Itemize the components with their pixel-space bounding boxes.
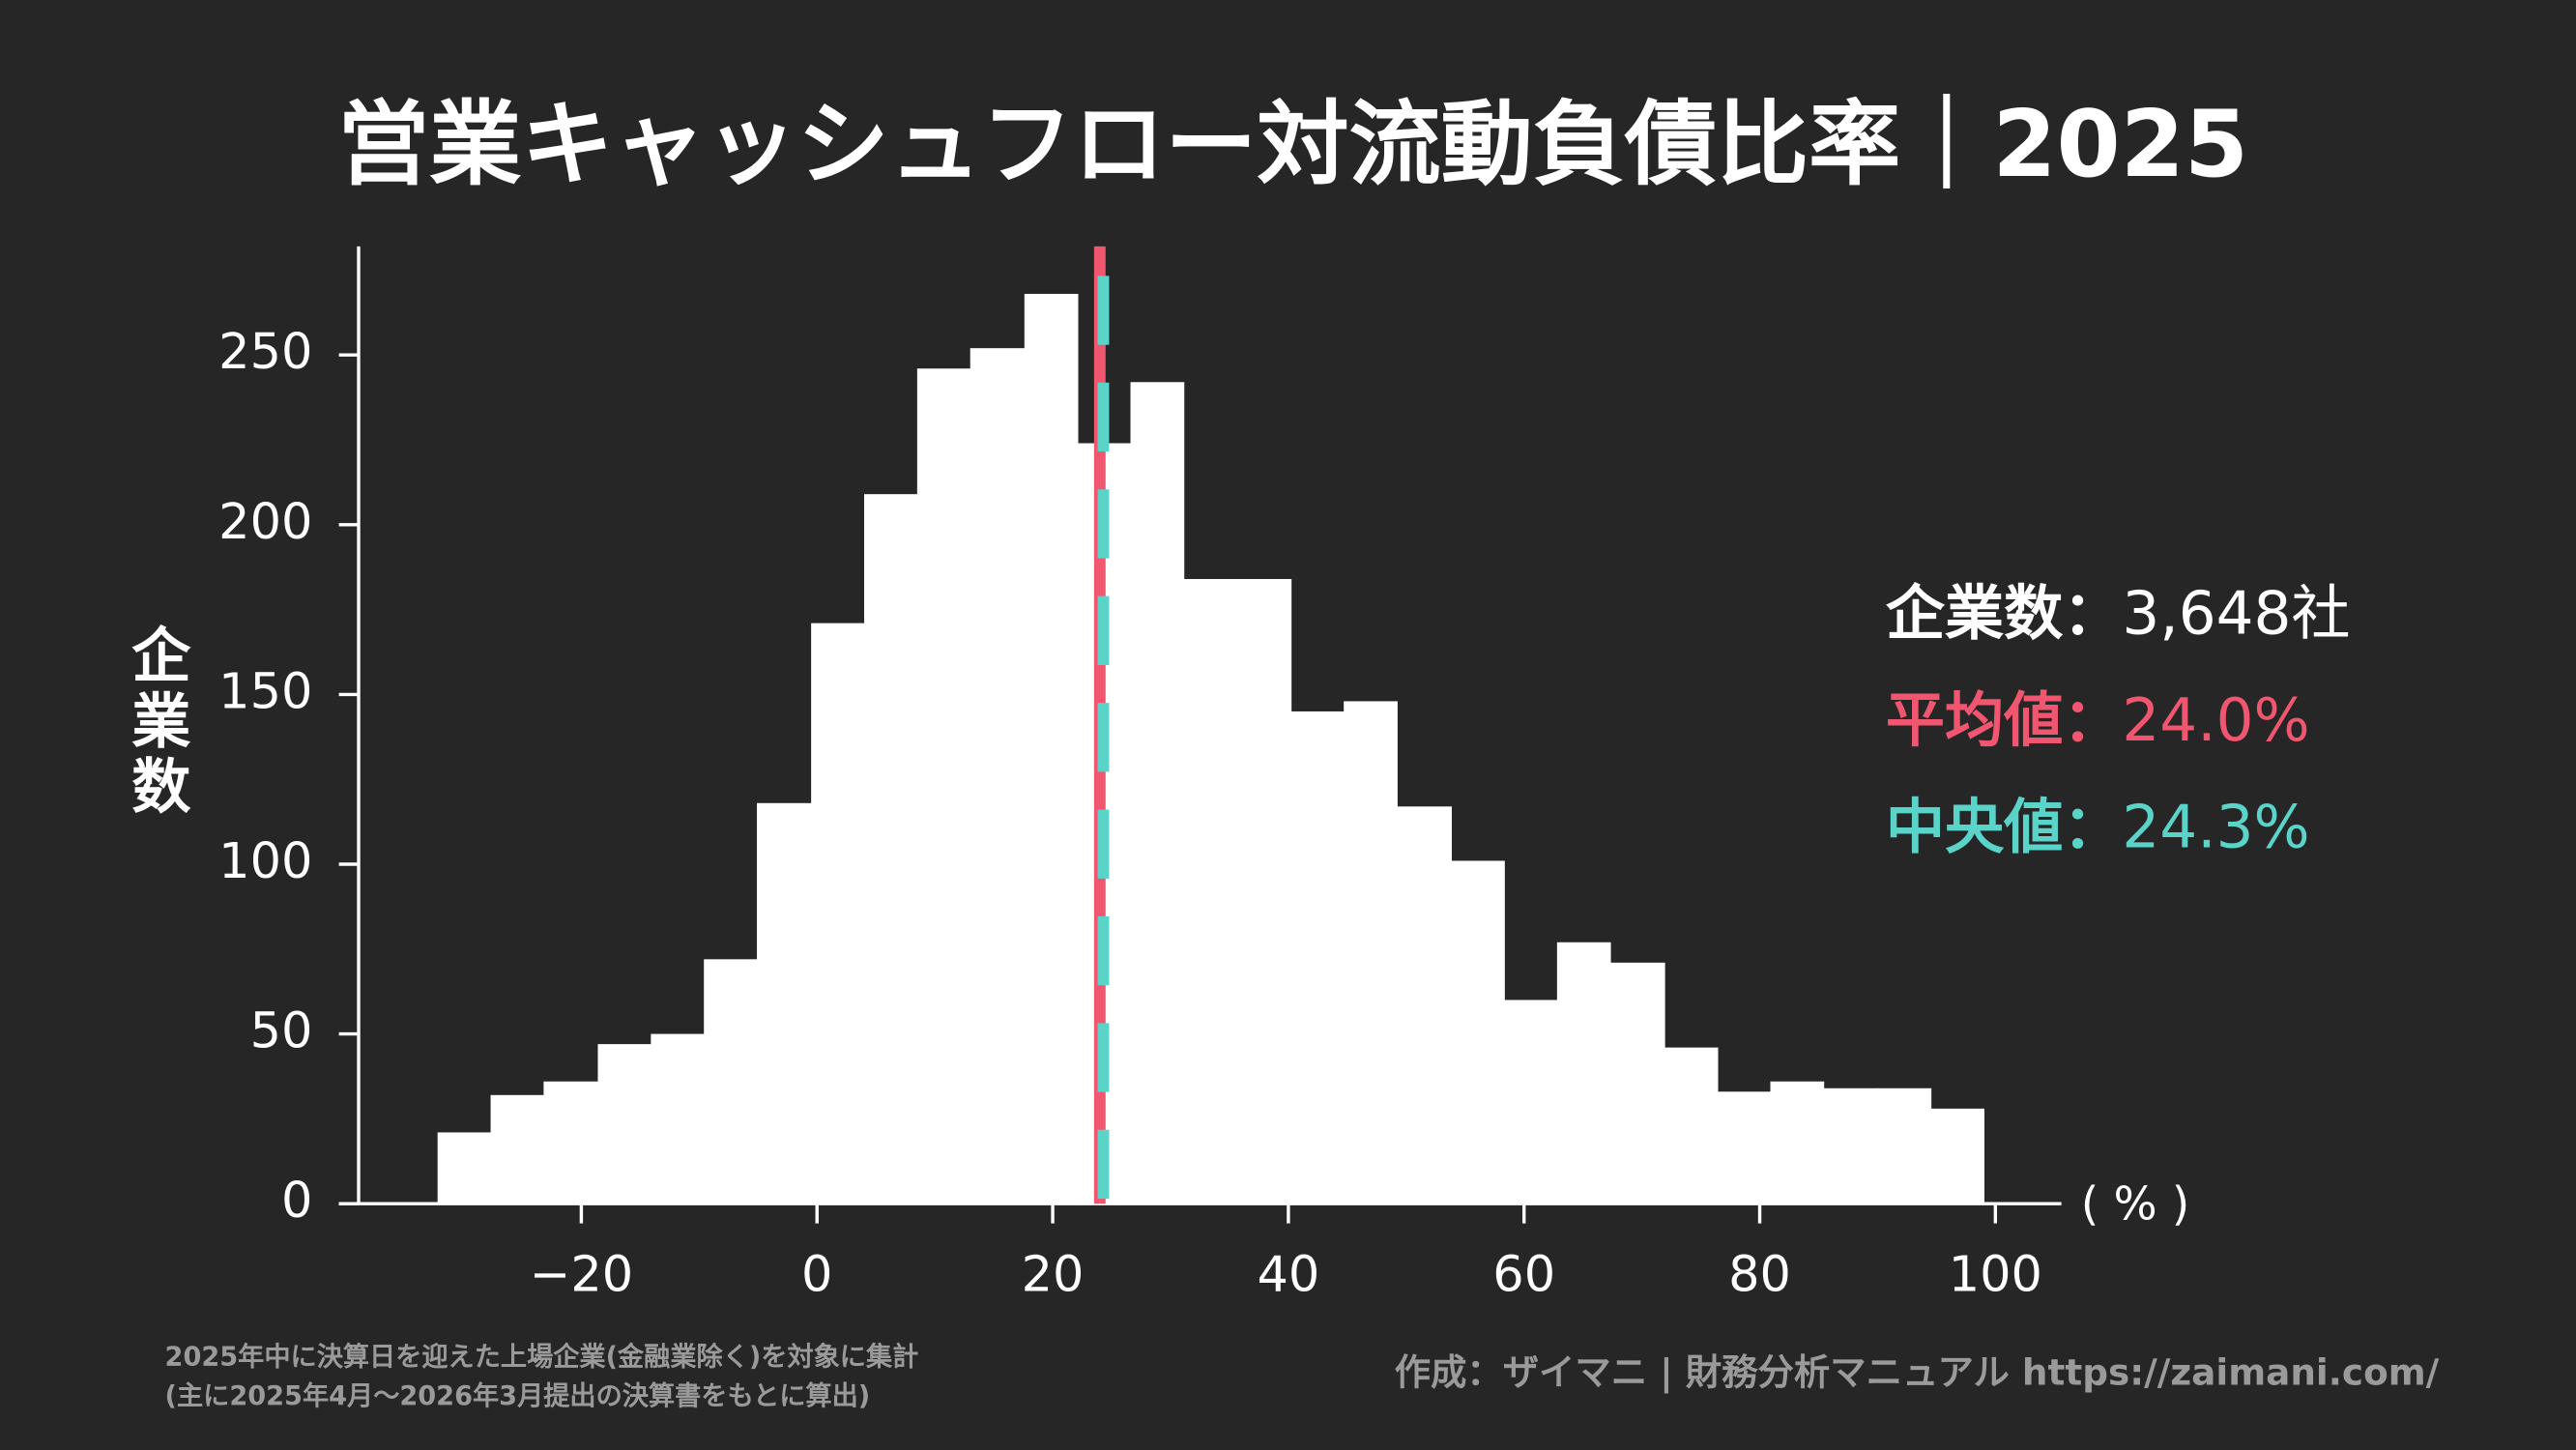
bar (597, 1044, 652, 1204)
x-tick-label: 100 (1949, 1247, 2042, 1304)
bar (1024, 293, 1079, 1204)
summary-name: 平均値 (1886, 686, 2063, 755)
bar (1397, 806, 1452, 1204)
y-tick-label: 250 (218, 324, 312, 381)
bar (970, 348, 1026, 1204)
bar (1344, 701, 1398, 1204)
x-tick-label: 40 (1257, 1247, 1319, 1304)
bar (1664, 1047, 1719, 1204)
summary-median: 中央値：24.3% (1886, 793, 2310, 861)
x-tick-label: −20 (530, 1247, 634, 1304)
bar (1290, 710, 1346, 1204)
bar (543, 1081, 599, 1204)
y-tick-label: 150 (218, 663, 312, 720)
note: (主に2025年4月〜2026年3月提出の決算書をもとに算出) (165, 1380, 871, 1411)
summary-separator: ： (2063, 793, 2122, 861)
y-tick-label: 50 (250, 1003, 313, 1060)
bar (490, 1094, 545, 1204)
y-tick-label: 200 (218, 494, 312, 551)
x-tick-label: 80 (1728, 1247, 1791, 1304)
bar (1823, 1088, 1879, 1204)
bar (1717, 1091, 1772, 1204)
x-unit: ( % ) (2081, 1178, 2190, 1232)
bar (1556, 942, 1611, 1204)
summary-name: 中央値 (1886, 793, 2063, 861)
bar (704, 959, 758, 1204)
summary-name: 企業数 (1886, 579, 2064, 648)
summary-value: 3,648社 (2122, 579, 2350, 648)
bar (651, 1033, 706, 1204)
bar (437, 1132, 492, 1204)
summary-value: 24.0% (2122, 686, 2309, 755)
bar (864, 494, 918, 1204)
summary-separator: ： (2063, 579, 2122, 648)
y-axis-label: 企業数 (121, 624, 190, 821)
x-tick-label: 60 (1492, 1247, 1555, 1304)
bar (1130, 382, 1185, 1204)
y-tick-label: 100 (218, 833, 312, 890)
bar (1451, 860, 1505, 1204)
bar (757, 802, 812, 1204)
summary-value: 24.3% (2122, 793, 2309, 861)
summary-mean: 平均値：24.0% (1886, 686, 2310, 755)
y-tick-label: 0 (281, 1173, 312, 1230)
summary-separator: ： (2063, 686, 2122, 755)
bar (1237, 578, 1292, 1204)
bar (916, 368, 971, 1204)
bar (811, 623, 865, 1204)
bar (1930, 1108, 1985, 1204)
bar (1609, 962, 1665, 1204)
x-tick-label: 0 (801, 1247, 832, 1304)
bar (1877, 1088, 1932, 1204)
chart-title: 営業キャッシュフロー対流動負債比率｜2025 (337, 92, 2248, 198)
bar (1503, 1000, 1558, 1204)
summary-count: 企業数：3,648社 (1886, 579, 2351, 648)
bar (1183, 578, 1239, 1204)
x-tick-label: 20 (1022, 1247, 1085, 1304)
bar (1770, 1081, 1825, 1204)
credit: 作成：ザイマニ | 財務分析マニュアル https://zaimani.com/ (1395, 1350, 2440, 1394)
note: 2025年中に決算日を迎えた上場企業(金融業除く)を対象に集計 (165, 1341, 919, 1372)
